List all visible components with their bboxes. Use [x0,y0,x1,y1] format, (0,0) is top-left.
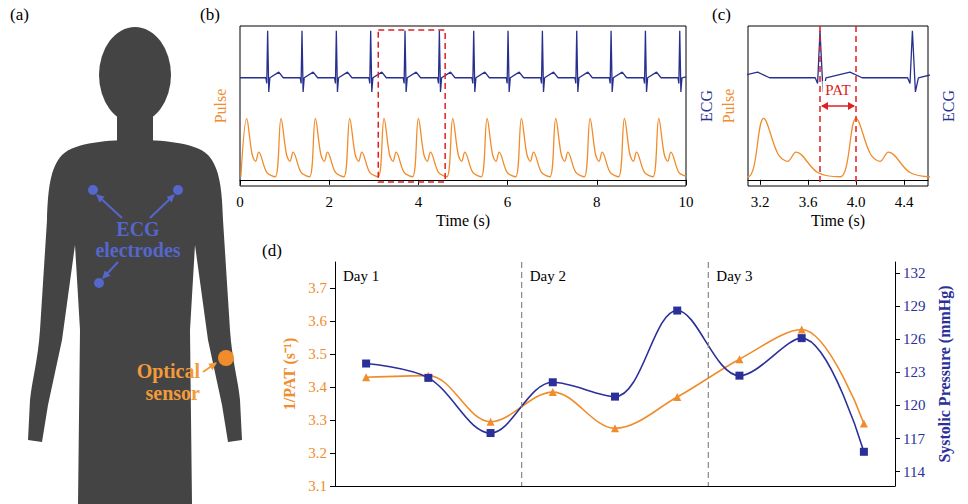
svg-text:10: 10 [679,194,694,210]
svg-text:126: 126 [903,331,926,347]
svg-text:123: 123 [903,364,926,380]
svg-text:ECG: ECG [940,90,957,122]
svg-text:Optical: Optical [137,360,201,383]
svg-text:3.1: 3.1 [308,478,327,494]
svg-text:3.3: 3.3 [308,412,327,428]
svg-text:Pulse: Pulse [212,89,229,124]
svg-text:3.7: 3.7 [308,280,327,296]
svg-text:(a): (a) [10,5,29,24]
svg-text:(c): (c) [712,5,731,24]
svg-text:8: 8 [593,194,601,210]
svg-text:Day 3: Day 3 [716,268,752,284]
svg-text:0: 0 [236,194,244,210]
svg-text:4.4: 4.4 [895,194,914,210]
svg-text:3.2: 3.2 [308,445,327,461]
svg-text:Day 1: Day 1 [343,268,379,284]
svg-text:(d): (d) [262,241,282,260]
svg-text:electrodes: electrodes [95,239,180,261]
svg-text:Time (s): Time (s) [811,212,865,230]
svg-text:3.5: 3.5 [308,346,327,362]
svg-text:3.6: 3.6 [799,194,818,210]
svg-text:PAT: PAT [825,82,850,98]
svg-text:Day 2: Day 2 [530,268,566,284]
svg-text:117: 117 [903,431,925,447]
svg-text:1/PAT (s⁻¹): 1/PAT (s⁻¹) [281,338,299,410]
svg-text:4.0: 4.0 [847,194,866,210]
svg-text:sensor: sensor [146,382,201,404]
svg-text:129: 129 [903,298,926,314]
svg-text:Systolic Pressure (mmHg): Systolic Pressure (mmHg) [936,285,954,462]
svg-text:114: 114 [903,464,925,480]
svg-text:(b): (b) [200,5,220,24]
svg-text:120: 120 [903,397,926,413]
svg-text:3.6: 3.6 [308,313,327,329]
svg-text:3.2: 3.2 [751,194,770,210]
svg-text:Time (s): Time (s) [436,212,490,230]
svg-text:ECG: ECG [116,218,160,240]
svg-text:6: 6 [504,194,512,210]
svg-text:3.4: 3.4 [308,379,327,395]
svg-text:ECG: ECG [698,90,715,122]
svg-text:Pulse: Pulse [720,89,737,124]
svg-text:2: 2 [325,194,333,210]
svg-text:4: 4 [415,194,423,210]
svg-text:132: 132 [903,265,926,281]
